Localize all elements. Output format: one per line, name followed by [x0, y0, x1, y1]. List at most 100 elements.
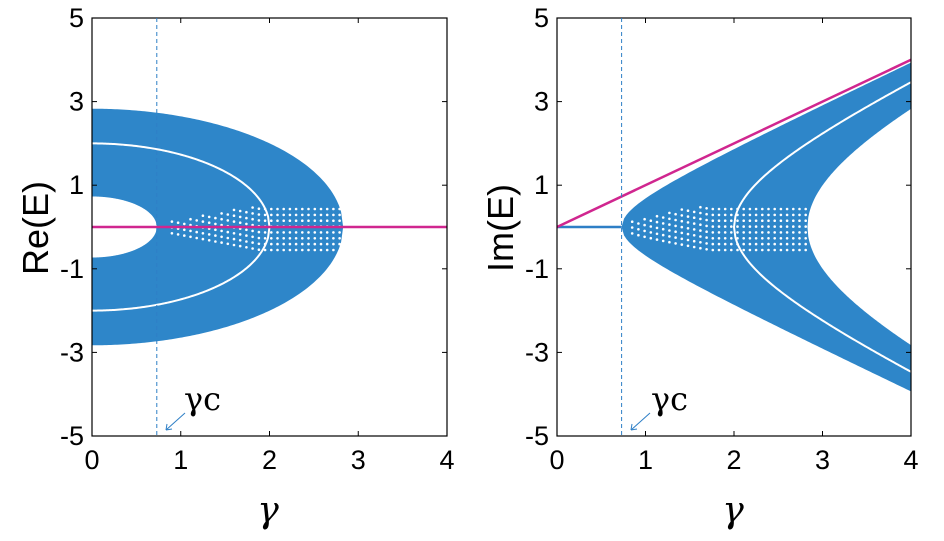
right-dot-23: [661, 216, 665, 219]
left-dot-8: [183, 222, 186, 226]
right-dot-109: [736, 225, 739, 228]
right-dot-115: [742, 237, 745, 240]
right-dot-28: [668, 217, 671, 221]
left-dot-136: [301, 207, 304, 211]
right-dot-167: [779, 213, 783, 217]
left-dot-88: [263, 207, 267, 211]
right-dot-171: [785, 237, 789, 240]
left-dot-73: [257, 248, 261, 251]
right-dot-35: [674, 212, 677, 216]
left-dot-75: [257, 236, 261, 240]
right-dot-45: [686, 232, 690, 236]
left-ytick-label-4: 3: [69, 87, 84, 117]
right-dot-128: [748, 207, 752, 211]
right-ytick-label-3: 1: [534, 170, 549, 200]
right-dot-91: [723, 237, 727, 240]
right-dot-136: [754, 207, 758, 211]
right-dot-2: [630, 220, 634, 223]
left-dot-99: [276, 237, 279, 240]
right-dot-123: [748, 237, 752, 240]
right-gamma-c-label: γc: [651, 380, 688, 418]
left-dot-123: [294, 237, 298, 240]
right-dot-80: [711, 207, 715, 211]
right-dot-180: [792, 231, 795, 234]
left-dot-134: [301, 219, 304, 222]
left-dot-91: [270, 237, 273, 240]
left-dot-96: [270, 207, 273, 211]
left-dot-152: [313, 207, 317, 211]
right-ytick-label-4: 3: [534, 87, 549, 117]
right-dot-126: [748, 219, 752, 222]
left-dot-33: [220, 235, 223, 239]
right-dot-181: [792, 225, 795, 228]
right-dot-82: [717, 242, 721, 246]
left-dot-22: [207, 239, 211, 242]
left-gamma-c-arrowhead: [165, 423, 173, 431]
left-dot-119: [288, 213, 292, 217]
left-dot-87: [263, 213, 267, 217]
right-dot-99: [730, 237, 733, 240]
left-panel: 0 1 2 3 4 -5 -3 -1 1 3 5 Re(E) γ γc: [15, 3, 455, 531]
left-dot-131: [301, 237, 304, 240]
right-dot-137: [761, 248, 764, 252]
left-dot-111: [282, 213, 286, 217]
right-dot-191: [798, 213, 801, 217]
right-dot-135: [754, 213, 758, 217]
right-dot-162: [779, 242, 783, 246]
left-dot-142: [307, 219, 310, 222]
left-dot-182: [338, 213, 341, 217]
left-dot-153: [319, 248, 323, 252]
right-dot-105: [736, 248, 739, 252]
left-dot-155: [319, 237, 323, 240]
right-dot-20: [661, 233, 665, 237]
right-dot-21: [661, 227, 665, 231]
left-dot-78: [257, 219, 261, 222]
right-dot-189: [798, 225, 801, 228]
right-dot-71: [705, 212, 708, 216]
right-dot-165: [779, 225, 783, 228]
right-dot-160: [773, 207, 776, 211]
right-dot-12: [649, 225, 653, 228]
right-dot-147: [767, 237, 770, 240]
right-dot-34: [674, 218, 677, 222]
right-dot-142: [761, 219, 764, 222]
right-dot-74: [711, 242, 715, 246]
right-dot-98: [730, 242, 733, 246]
left-dot-0: [170, 232, 174, 235]
left-dot-115: [288, 237, 292, 240]
left-dot-84: [263, 231, 267, 234]
right-dot-118: [742, 219, 745, 222]
left-dot-37: [220, 212, 223, 215]
right-dot-134: [754, 219, 758, 222]
left-ytick-label-3: 1: [69, 170, 84, 200]
right-dot-116: [742, 231, 745, 234]
left-dot-154: [319, 242, 323, 246]
right-dot-86: [717, 219, 721, 222]
right-dot-78: [711, 219, 715, 222]
left-dot-56: [238, 215, 242, 219]
left-dot-98: [276, 242, 279, 246]
right-dot-64: [699, 205, 702, 209]
left-dot-139: [307, 237, 310, 240]
right-dot-8: [643, 223, 646, 227]
right-dot-131: [754, 237, 758, 240]
left-ylabel: Re(E): [15, 181, 56, 275]
left-dot-160: [319, 207, 323, 211]
right-dot-103: [730, 213, 733, 217]
left-dot-90: [270, 242, 273, 246]
right-dot-146: [767, 242, 770, 246]
left-dot-55: [238, 221, 242, 224]
right-dot-159: [773, 213, 776, 217]
right-dot-88: [717, 207, 721, 211]
right-dot-192: [798, 207, 801, 211]
right-dot-11: [649, 231, 653, 234]
right-dot-90: [723, 242, 727, 246]
right-dot-102: [730, 219, 733, 222]
left-xtick-label-0: 0: [84, 445, 99, 475]
left-xtick-label-2: 2: [262, 445, 277, 475]
right-dot-149: [767, 225, 770, 228]
left-dot-127: [294, 213, 298, 217]
left-dot-124: [294, 231, 298, 234]
left-dot-151: [313, 213, 317, 217]
left-gamma-c-label: γc: [184, 380, 221, 418]
